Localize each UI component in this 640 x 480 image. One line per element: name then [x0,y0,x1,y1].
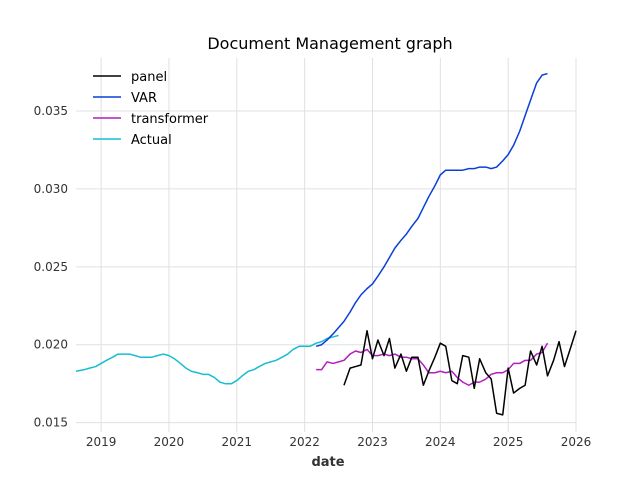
grid [76,58,577,432]
series-line-transformer [316,342,549,386]
series-line-panel [343,329,577,416]
chart-title: Document Management graph [207,34,452,53]
y-tick-label: 0.020 [34,338,68,352]
legend-label-transformer: transformer [131,112,209,127]
series-line-var [315,72,548,348]
y-tick-label: 0.015 [34,416,68,430]
x-axis-label: date [311,455,344,470]
y-tick-label: 0.035 [34,104,68,118]
x-tick-label: 2021 [222,435,253,449]
x-tick-label: 2025 [493,435,524,449]
y-tick-label: 0.030 [34,182,68,196]
axis-ticks: 2019 2020 2021 2022 2023 2024 2025 2026 0.015 0.0… [34,104,592,449]
legend-label-actual: Actual [131,133,172,148]
x-tick-label: 2022 [289,435,320,449]
series-line-actual [75,334,339,385]
legend-label-var: VAR [131,91,157,106]
x-tick-label: 2026 [561,435,592,449]
y-tick-label: 0.025 [34,260,68,274]
x-tick-label: 2024 [425,435,456,449]
x-tick-label: 2023 [357,435,388,449]
x-tick-label: 2019 [86,435,117,449]
x-tick-label: 2020 [154,435,185,449]
legend: panel VAR transformer Actual [93,70,209,148]
series-group [75,72,577,416]
legend-label-panel: panel [131,70,167,85]
